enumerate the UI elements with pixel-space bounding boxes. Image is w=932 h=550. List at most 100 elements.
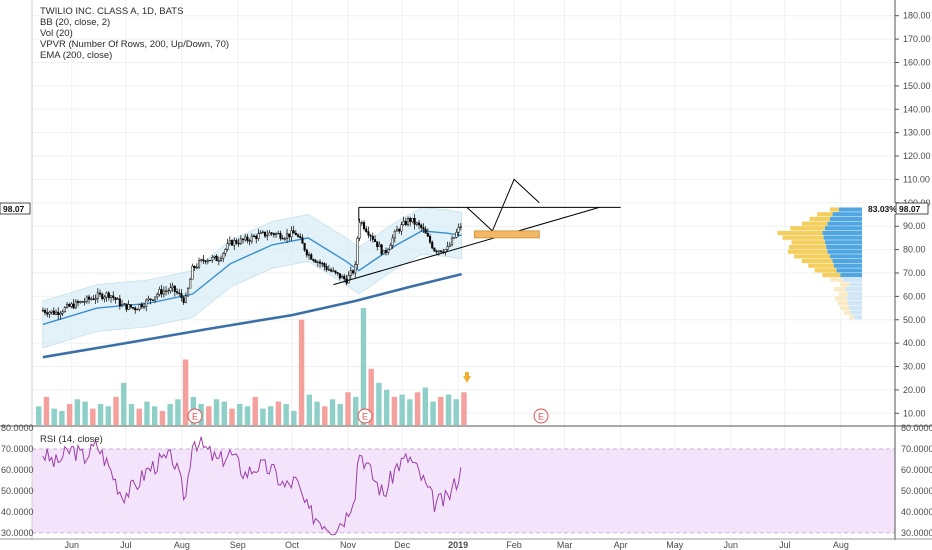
x-tick-label: Jun (64, 540, 79, 550)
candle-body (72, 303, 75, 309)
volume-bar (360, 308, 367, 425)
candle-body (74, 301, 77, 309)
candle-body (382, 250, 385, 255)
rsi-y-tick-right: 80.0000 (901, 423, 932, 433)
candle-body (211, 256, 214, 261)
candle-body (46, 312, 49, 315)
volume-bar (244, 406, 251, 425)
candle-body (90, 298, 93, 300)
vpvr-down-row (817, 212, 833, 217)
vpvr-up-row (823, 235, 862, 240)
legend-ema: EMA (200, close) (40, 50, 112, 61)
vpvr-down-row (801, 221, 828, 226)
candle-body (107, 292, 110, 298)
candle-body (76, 301, 80, 303)
candle-body (448, 244, 451, 247)
candle-body (373, 239, 377, 242)
candle-body (303, 243, 306, 251)
candle-body (409, 218, 412, 222)
volume-bar (167, 403, 173, 425)
candle-body (193, 265, 196, 268)
candle-body (57, 311, 60, 315)
volume-bar (213, 399, 220, 425)
vpvr-up-row (847, 291, 862, 296)
vpvr-down-row (822, 272, 841, 278)
earnings-marker-nov[interactable]: E (357, 408, 373, 424)
vpvr-up-row (830, 254, 862, 259)
vpvr-down-row (840, 282, 850, 287)
candle-body (420, 224, 423, 228)
candle-body (252, 235, 256, 238)
vpvr-down-row (787, 249, 828, 254)
candle-body (182, 297, 185, 303)
candle-body (142, 306, 146, 308)
candle-body (299, 236, 302, 239)
candle-body (127, 304, 130, 310)
volume-bar (136, 408, 142, 425)
candle-body (145, 299, 148, 307)
vpvr-up-row (827, 221, 862, 226)
candle-body (195, 266, 198, 269)
candle-body (123, 303, 126, 305)
candle-body (336, 272, 339, 274)
candle-body (453, 237, 456, 239)
volume-bar (399, 394, 405, 425)
rsi-y-tick-left: 80.0000 (1, 423, 34, 433)
candle-body (65, 304, 69, 308)
candle-body (63, 307, 66, 313)
vpvr-up-row (832, 258, 862, 264)
candle-body (149, 298, 152, 300)
target-box (473, 230, 540, 239)
candle-body (329, 269, 333, 272)
rsi-line (42, 436, 462, 536)
candle-body (268, 232, 271, 236)
candle-body (316, 261, 319, 264)
volume-bar (59, 410, 65, 425)
candle-body (404, 220, 407, 225)
candle-body (389, 245, 392, 250)
candle-body (136, 308, 139, 311)
y-tick-label: 150.00 (903, 81, 931, 91)
candle-body (138, 304, 141, 310)
candle-body (285, 233, 289, 239)
legend-bb: BB (20, close, 2) (40, 17, 110, 28)
rsi-y-tick-left: 70.0000 (1, 444, 34, 454)
candle-body (437, 250, 440, 253)
candle-body (233, 240, 236, 246)
x-tick-label: Oct (285, 540, 300, 550)
candle-body (351, 270, 355, 274)
vpvr-down-row (830, 207, 839, 212)
support-trendline (333, 207, 600, 286)
rsi-label: RSI (14, close) (40, 434, 103, 445)
candle-body (356, 237, 359, 265)
earnings-marker-feb[interactable]: E (533, 408, 549, 424)
candle-body (129, 304, 132, 308)
bollinger-band (42, 207, 462, 349)
volume-bar (97, 403, 104, 425)
candle-body (81, 301, 84, 303)
candle-body (180, 293, 183, 298)
candle-body (94, 298, 97, 300)
vpvr-down-row (791, 240, 825, 245)
trend-drawings[interactable] (333, 178, 621, 286)
rsi-y-tick-right: 60.0000 (901, 465, 932, 475)
candle-body (237, 242, 240, 245)
candle-body (109, 295, 113, 298)
candle-body (455, 232, 458, 238)
vpvr-up-row (850, 310, 862, 315)
candle-body (208, 259, 212, 262)
earnings-marker-aug[interactable]: E (187, 408, 203, 424)
y-tick-label: 170.00 (903, 34, 931, 44)
earnings-marker-nov-text: E (362, 412, 368, 422)
vpvr-down-row (808, 263, 834, 268)
candle-body (369, 234, 372, 237)
candle-body (169, 287, 172, 292)
vpvr-down-row (833, 287, 846, 292)
vpvr-up-row (822, 230, 862, 236)
candle-body (378, 244, 381, 247)
volume-bar (298, 319, 305, 425)
candle-body (118, 298, 121, 307)
candle-body (415, 222, 418, 225)
candle-body (101, 293, 104, 299)
